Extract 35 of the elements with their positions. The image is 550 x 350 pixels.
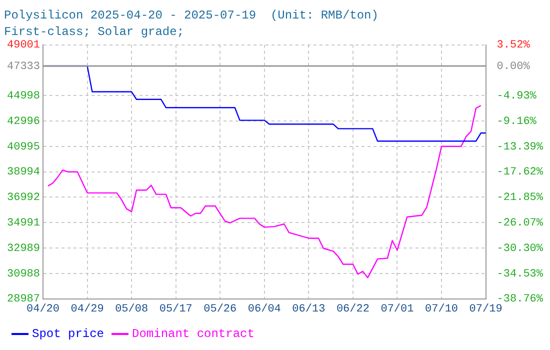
y-tick-label: 40995 [6, 141, 40, 154]
y-tick-label: 30988 [6, 268, 40, 280]
x-tick-label: 07/19 [469, 303, 502, 316]
y-tick-label: 38994 [6, 166, 40, 179]
x-tick-label: 04/20 [26, 303, 60, 316]
x-tick-label: 05/26 [204, 303, 237, 316]
y-tick-label: 36992 [6, 192, 40, 204]
y-tick-label: 47333 [6, 60, 40, 73]
chart-subtitle: First-class; Solar grade; [4, 24, 184, 39]
y2-tick-label: -21.85% [496, 192, 544, 204]
y2-tick-label: -17.62% [496, 166, 544, 179]
legend-label: Dominant contract [132, 327, 254, 342]
chart-title: Polysilicon 2025-04-20 - 2025-07-19 (Unit: RMB/ton) [4, 8, 378, 22]
y2-tick-label: -30.30% [496, 242, 544, 255]
y-tick-label: 34991 [6, 218, 40, 230]
x-tick-label: 06/13 [292, 303, 326, 316]
y2-tick-label: 3.52% [496, 40, 530, 52]
y-tick-label: 32989 [6, 242, 40, 255]
y-tick-label: 42996 [6, 116, 40, 128]
x-tick-label: 07/01 [380, 303, 414, 316]
x-tick-label: 04/29 [70, 303, 104, 316]
y2-tick-label: -34.53% [496, 268, 544, 280]
legend-label: Spot price [32, 327, 104, 342]
y-tick-label: 49001 [6, 40, 40, 52]
x-tick-label: 06/04 [248, 303, 282, 316]
x-tick-label: 05/08 [115, 303, 148, 316]
y2-tick-label: -26.07% [496, 217, 544, 230]
y2-tick-label: -9.16% [496, 116, 537, 128]
y2-tick-label: -4.93% [496, 90, 537, 102]
x-tick-label: 07/10 [425, 303, 458, 316]
y-tick-label: 44998 [6, 90, 40, 103]
x-tick-label: 05/17 [159, 303, 192, 316]
y2-tick-label: -13.39% [496, 141, 544, 154]
x-tick-label: 06/22 [336, 303, 370, 316]
y2-tick-label: 0.00% [496, 60, 530, 73]
